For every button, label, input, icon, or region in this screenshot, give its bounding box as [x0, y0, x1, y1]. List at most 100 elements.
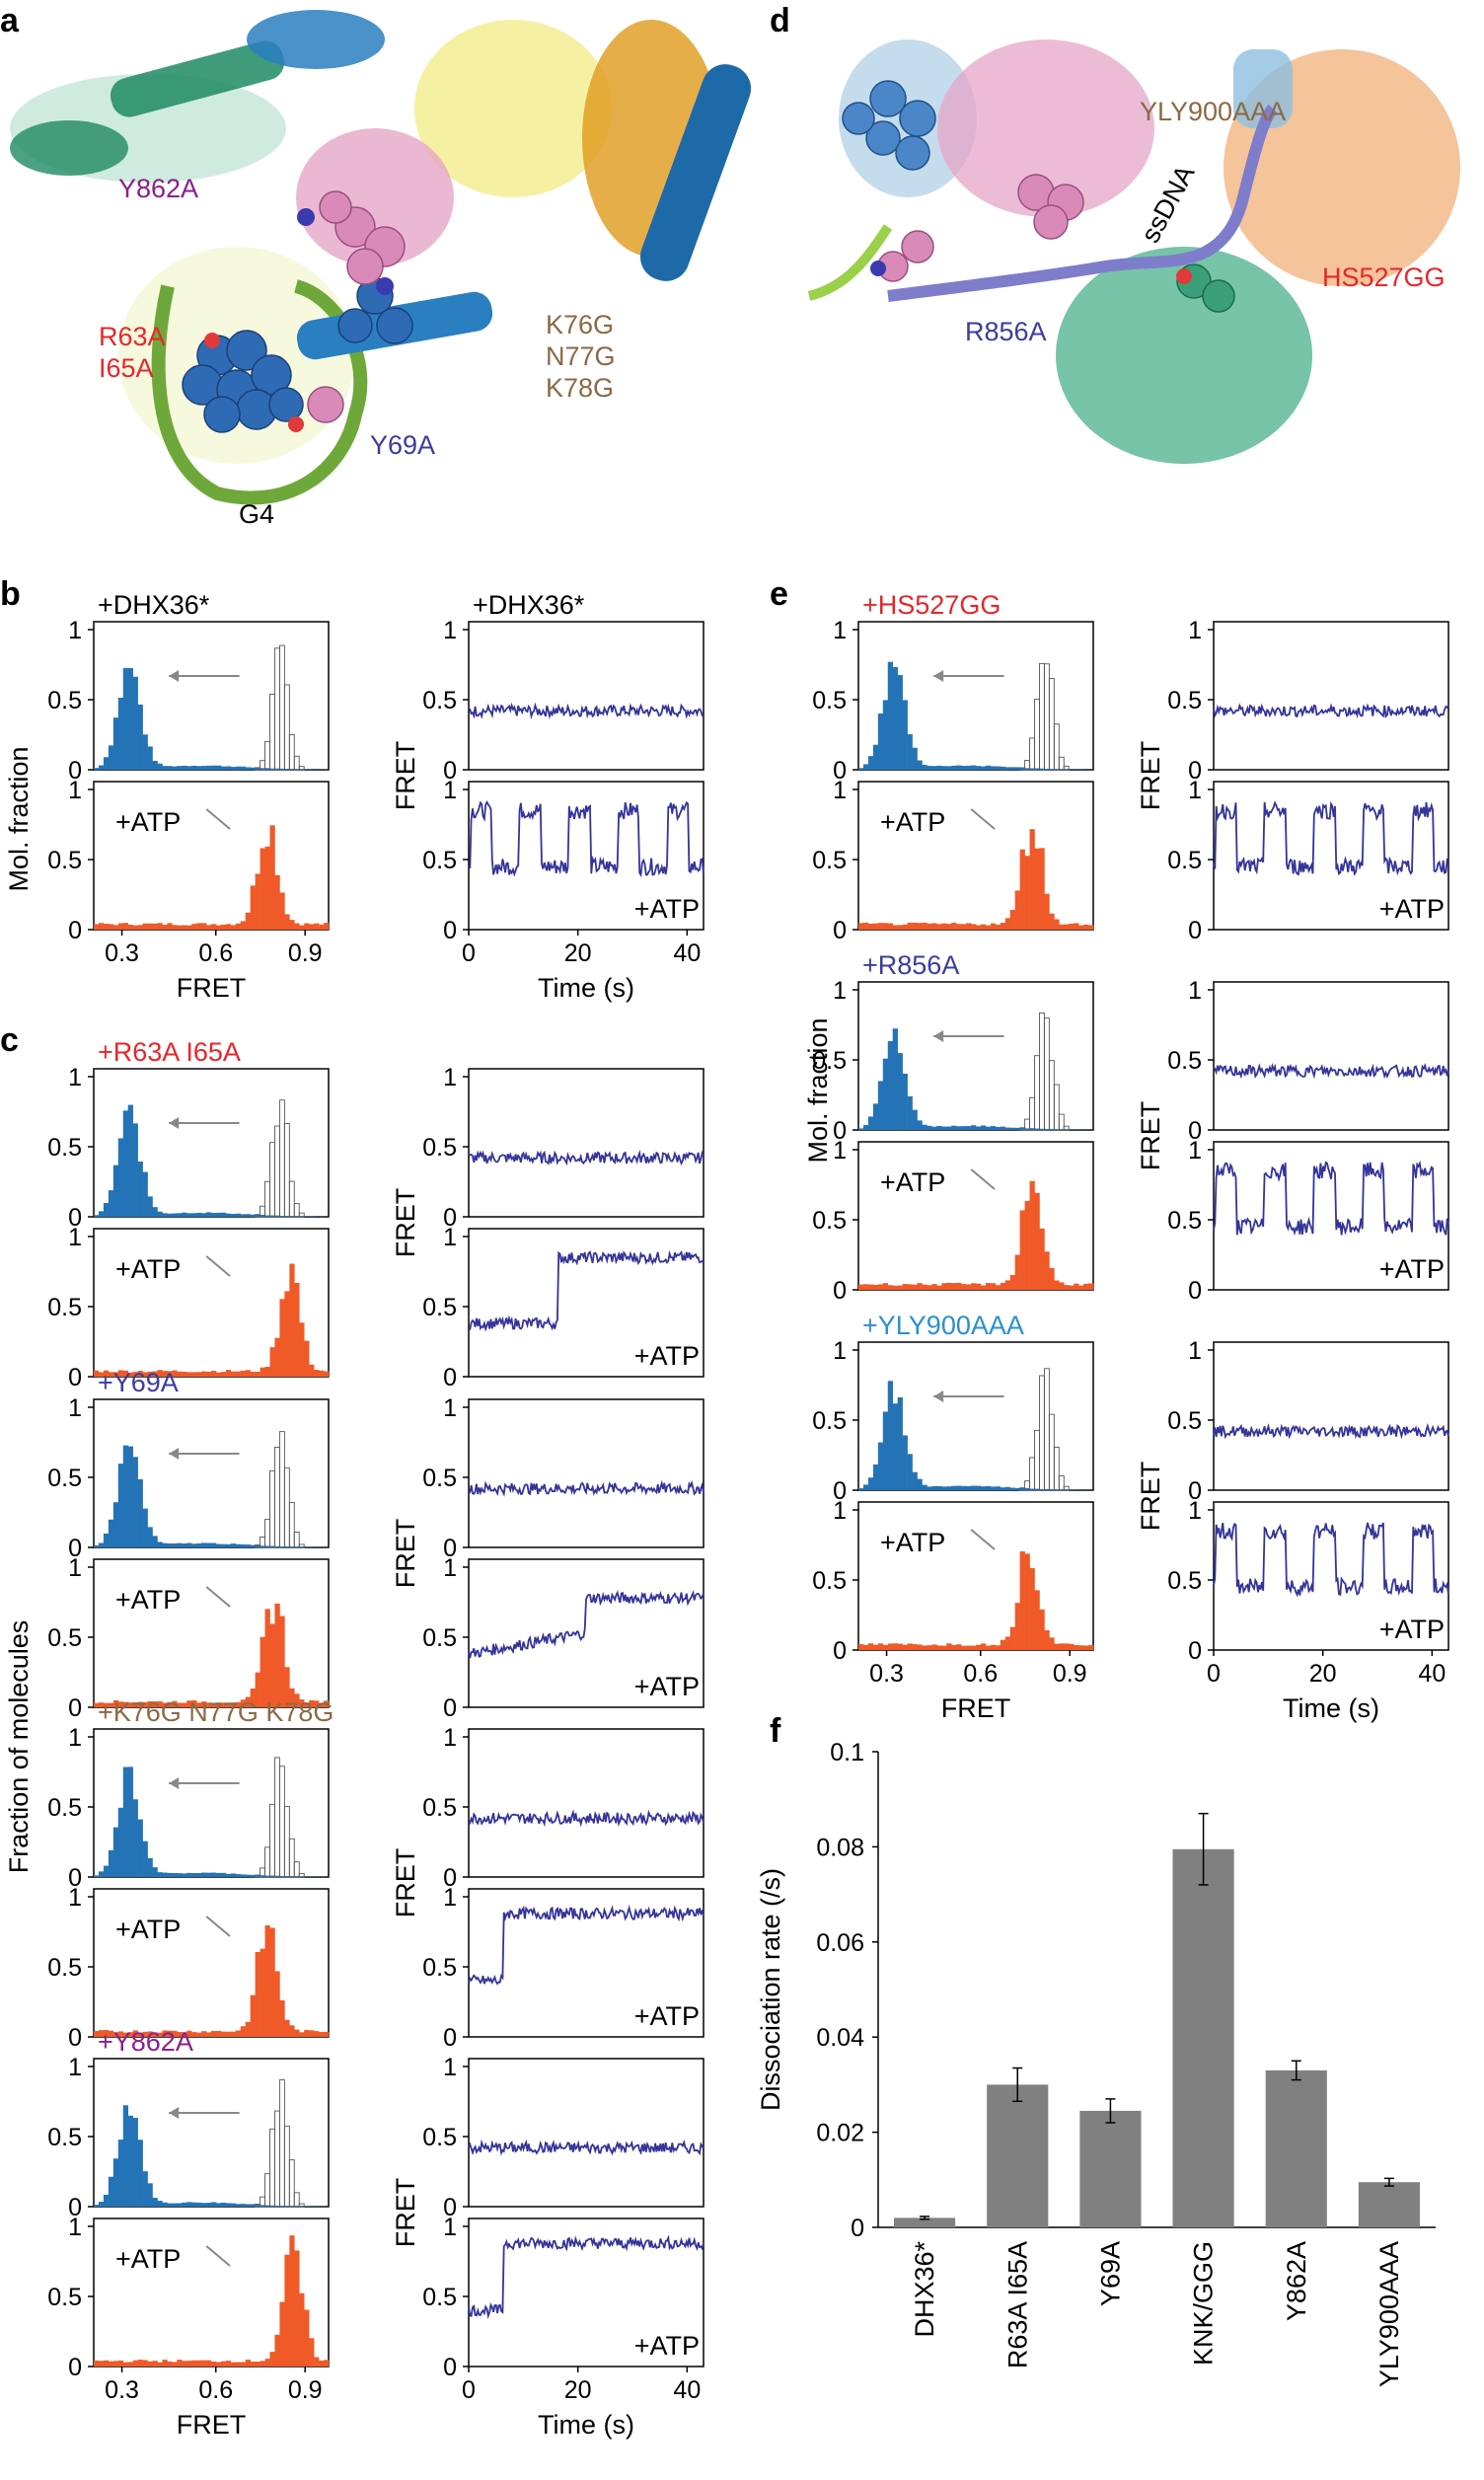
hist-bar-c3-top	[108, 1849, 114, 1877]
hist-bar-c1-bottom	[157, 1370, 163, 1377]
hist-bar-b-bottom	[299, 925, 305, 930]
hist-bar-c1-top	[127, 1104, 133, 1217]
hist-bar-e3-bottom	[922, 1645, 928, 1650]
hist-bar-b-bottom	[294, 923, 300, 930]
hist-bar-e2-bottom	[877, 1284, 884, 1290]
hist-bar-e1-bottom	[897, 925, 903, 930]
trace-xaxis-b-tick-label: 0	[462, 939, 476, 967]
hist-bar-c1-bottom	[220, 1372, 227, 1377]
hist-bar-c1-bottom	[255, 1372, 260, 1377]
hist-bar-c1-bottom	[122, 1370, 129, 1377]
hist-bar-c2-bottom	[186, 1700, 192, 1707]
hist-bar-e2-top	[995, 1127, 1002, 1130]
hist-bar-c4-top	[220, 2203, 227, 2207]
hist-bar-b-bottom	[240, 921, 247, 930]
hist-bar-e1-bottom	[1083, 924, 1089, 930]
hist-bar-e1-bottom	[951, 922, 957, 930]
hist-bar-b-top	[240, 766, 247, 770]
hist-bar-c3-bottom	[250, 1994, 256, 2037]
hist-bar-c4-top	[289, 2206, 295, 2207]
hist-gray-bar-e2-top	[1058, 1113, 1065, 1131]
structure-a-label-g4: G4	[239, 499, 274, 529]
hist-bar-b-bottom	[108, 924, 114, 930]
hist-bar-c4-top	[274, 2205, 280, 2207]
hist-bar-b-top	[152, 760, 158, 770]
hist-arrow-head-c2	[169, 1448, 180, 1460]
hist-bar-c1-bottom	[201, 1371, 207, 1377]
trace-ytick-label-c2-top: 0	[443, 1535, 457, 1562]
hist-bar-b-top	[137, 704, 143, 770]
hist-bar-e1-bottom	[1069, 923, 1075, 930]
hist-bar-e1-top	[995, 766, 1002, 770]
hist-xaxis-e3-label: FRET	[941, 1693, 1011, 1723]
hist-bar-e3-bottom	[1083, 1645, 1089, 1650]
hist-bar-c4-top	[201, 2203, 207, 2207]
hist-bar-b-top	[230, 767, 237, 770]
hist-bar-c3-bottom	[314, 2031, 320, 2037]
hist-bar-c3-bottom	[245, 2021, 251, 2037]
hist-gray-bar-c1-top	[288, 1180, 295, 1218]
hist-bar-c2-bottom	[122, 1701, 129, 1707]
bar-ylabel: Dissociation rate (/s)	[756, 1868, 785, 2111]
hist-bar-b-top	[279, 768, 285, 770]
hist-ytick-label-e1-bottom: 0	[833, 917, 847, 944]
hist-bar-c2-bottom	[211, 1702, 217, 1707]
hist-bar-e3-top	[872, 1464, 879, 1490]
trace-atp-label-e2: +ATP	[1379, 1254, 1445, 1284]
trace-ytick-label-e2-bottom: 0.5	[1167, 1207, 1202, 1235]
trace-ytick-label-c1-bottom: 1	[443, 1224, 457, 1251]
hist-bar-c4-bottom	[162, 2360, 168, 2367]
hist-bar-b-bottom	[182, 925, 187, 930]
hist-bar-c4-bottom	[186, 2361, 192, 2367]
hist-bar-e2-top	[1049, 1129, 1055, 1130]
hist-gray-bar-c2-top	[288, 1501, 295, 1548]
hist-ytick-label-c3-bottom: 0.5	[47, 1954, 82, 1982]
hist-bar-c3-top	[132, 1799, 138, 1877]
trace-atp-label-c2: +ATP	[634, 1672, 700, 1701]
trace-line-c3-bottom	[468, 1905, 705, 1986]
hist-bar-e2-bottom	[990, 1283, 997, 1290]
hist-bar-c4-top	[112, 2158, 119, 2207]
hist-bar-c2-bottom	[250, 1688, 256, 1707]
hist-bar-c2-bottom	[191, 1699, 197, 1707]
hist-bar-c4-top	[122, 2105, 129, 2207]
hist-bar-c4-top	[103, 2194, 110, 2207]
hist-gray-bar-c4-top	[269, 2128, 275, 2208]
hist-bar-c4-bottom	[122, 2362, 129, 2367]
hist-bar-b-bottom	[211, 924, 217, 930]
hist-bar-c1-bottom	[103, 1370, 110, 1377]
hist-bar-e2-bottom	[976, 1283, 982, 1290]
hist-xaxis-c4-tick-label: 0.6	[198, 2376, 233, 2404]
hist-gray-bar-c1-top	[293, 1203, 300, 1218]
hist-bar-c2-top	[245, 1544, 251, 1547]
hist-bar-e2-bottom	[1069, 1285, 1075, 1290]
hist-bar-e2-bottom	[892, 1285, 898, 1290]
hist-bar-c2-bottom	[182, 1702, 187, 1707]
hist-bar-c2-top	[103, 1533, 110, 1547]
bar-category-label-4: Y862A	[1282, 2241, 1311, 2321]
hist-bar-e1-bottom	[990, 923, 997, 930]
hist-bar-b-bottom	[201, 923, 207, 930]
hist-bar-e3-bottom	[931, 1644, 937, 1650]
hist-bar-c4-bottom	[309, 2338, 315, 2367]
trace-frame-c1-bottom	[468, 1228, 705, 1378]
hist-bar-c3-top	[196, 1872, 202, 1877]
hist-bar-e3-bottom	[1039, 1609, 1045, 1650]
trace-xaxis-e3: 0 20 40 Time (s)	[1207, 1650, 1446, 1723]
hist-bar-c3-bottom	[319, 2032, 325, 2037]
hist-bar-c4-bottom	[255, 2362, 260, 2367]
trace-atp-label-c1: +ATP	[634, 1341, 700, 1371]
hist-bar-c2-bottom	[269, 1623, 275, 1707]
hist-bar-c4-bottom	[225, 2361, 232, 2367]
hist-bar-e3-bottom	[917, 1644, 923, 1650]
hist-ytick-label-c3-bottom: 1	[68, 1884, 82, 1912]
hist-gray-bar-c1-top	[264, 1180, 270, 1218]
hist-bar-c3-bottom	[147, 2031, 153, 2037]
hist-bar-b-top	[225, 766, 232, 770]
hist-bar-c4-bottom	[172, 2362, 178, 2367]
hist-bar-e1-top	[892, 667, 898, 770]
hist-bar-c1-bottom	[235, 1371, 242, 1377]
